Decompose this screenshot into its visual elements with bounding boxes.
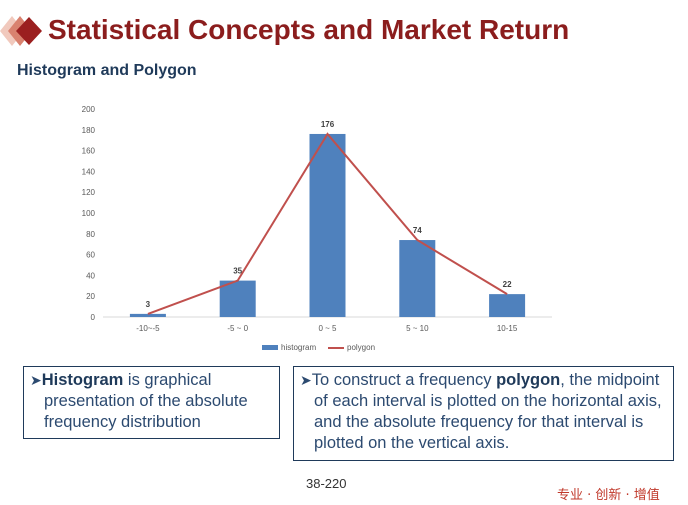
x-tick-label: 5 ~ 10 <box>406 324 429 333</box>
histogram-definition-text: ➤Histogram is graphical presentation of … <box>30 370 273 433</box>
slogan: 专业 · 创新 · 增值 <box>557 488 660 503</box>
histogram-keyword: Histogram <box>41 371 124 389</box>
y-tick-label: 180 <box>82 126 96 135</box>
histogram-bar <box>309 133 346 317</box>
y-tick-label: 120 <box>82 188 96 197</box>
data-label: 74 <box>413 226 422 235</box>
polygon-line <box>147 132 508 315</box>
data-label: 176 <box>321 120 335 129</box>
y-tick-label: 200 <box>82 105 96 114</box>
y-tick-label: 160 <box>82 147 96 156</box>
legend-histogram-label: histogram <box>281 343 316 352</box>
histogram-bar <box>129 313 166 317</box>
y-tick-label: 20 <box>86 292 95 301</box>
y-tick-label: 0 <box>91 313 96 322</box>
y-tick-label: 80 <box>86 230 95 239</box>
legend-histogram-swatch <box>262 345 278 350</box>
histogram-definition-rest: is graphical presentation of the absolut… <box>44 371 248 431</box>
histogram-bar <box>399 240 436 317</box>
polygon-definition-after: , the midpoint of each interval is plott… <box>314 371 662 452</box>
histogram-bar <box>489 294 526 317</box>
data-label: 35 <box>233 267 242 276</box>
y-tick-label: 40 <box>86 271 95 280</box>
slide-subtitle: Histogram and Polygon <box>17 62 197 79</box>
histogram-definition-box: ➤Histogram is graphical presentation of … <box>23 366 280 439</box>
polygon-definition-text: ➤To construct a frequency polygon, the m… <box>300 370 667 454</box>
polygon-definition-box: ➤To construct a frequency polygon, the m… <box>293 366 674 461</box>
slide-title: Statistical Concepts and Market Return <box>48 14 570 45</box>
data-label: 3 <box>146 300 151 309</box>
arrow-bullet-icon: ➤ <box>30 372 42 388</box>
x-tick-label: -10~-5 <box>136 324 160 333</box>
x-tick-label: -5 ~ 0 <box>227 324 248 333</box>
y-tick-label: 100 <box>82 209 96 218</box>
y-tick-label: 140 <box>82 167 96 176</box>
legend-polygon-label: polygon <box>347 343 375 352</box>
logo-diamonds-icon <box>0 16 42 46</box>
x-tick-label: 10-15 <box>497 324 518 333</box>
x-tick-label: 0 ~ 5 <box>318 324 337 333</box>
histogram-bar <box>219 280 256 317</box>
y-tick-label: 60 <box>86 251 95 260</box>
polygon-definition-before: To construct a frequency <box>311 371 497 389</box>
arrow-bullet-icon: ➤ <box>300 372 312 388</box>
polygon-keyword: polygon <box>496 371 561 389</box>
data-label: 22 <box>503 280 512 289</box>
histogram-polygon-chart: 0 20 40 60 80 100 120 140 160 180 200 3 35 176 74 22 -10… <box>82 105 552 352</box>
page-number: 38-220 <box>306 476 347 491</box>
